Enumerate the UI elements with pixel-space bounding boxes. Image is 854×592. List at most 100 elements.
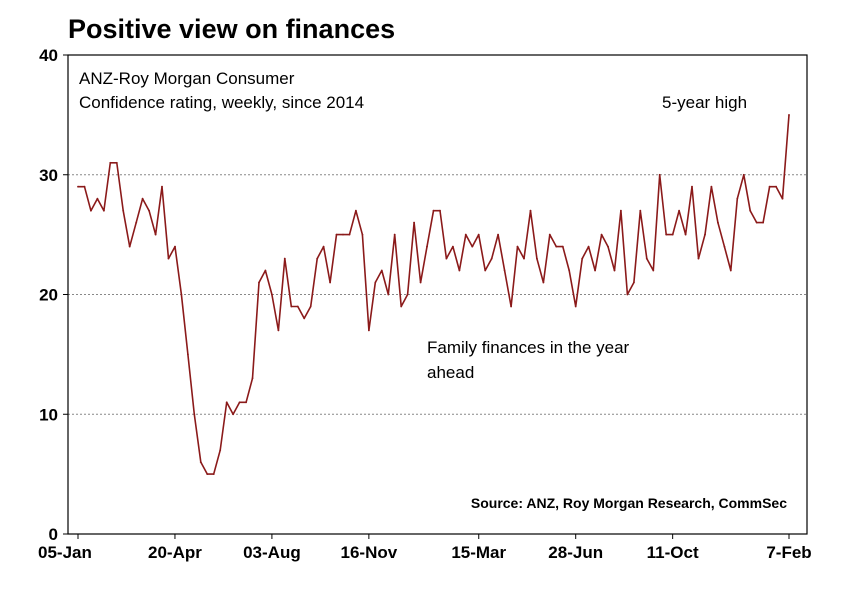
- data-point: [768, 185, 771, 188]
- x-tick-label: 7-Feb: [766, 543, 811, 562]
- data-point: [96, 197, 99, 200]
- chart-title: Positive view on finances: [68, 14, 395, 44]
- data-point: [258, 281, 260, 284]
- data-point: [729, 269, 732, 272]
- source-note: Source: ANZ, Roy Morgan Research, CommSe…: [471, 495, 787, 511]
- data-point: [587, 245, 590, 248]
- subtitle-line-2: Confidence rating, weekly, since 2014: [79, 93, 364, 112]
- data-point: [141, 197, 144, 200]
- data-point: [167, 257, 170, 260]
- data-point: [452, 245, 454, 248]
- data-point: [83, 185, 86, 188]
- data-point: [639, 209, 642, 212]
- data-point: [348, 233, 351, 236]
- subtitle-line-1: ANZ-Roy Morgan Consumer: [79, 69, 295, 88]
- data-point: [148, 209, 151, 212]
- data-point: [523, 257, 525, 260]
- data-point: [710, 185, 713, 188]
- data-point: [277, 329, 280, 332]
- data-point: [271, 293, 273, 296]
- data-point: [238, 401, 241, 404]
- data-point: [115, 161, 118, 164]
- x-axis: 05-Jan 20-Apr 03-Aug 16-Nov 15-Mar 28-Jun 11-O…: [38, 534, 812, 562]
- data-point: [749, 209, 752, 212]
- data-point: [762, 221, 764, 224]
- data-point: [477, 233, 480, 236]
- data-point: [368, 329, 370, 332]
- data-point: [620, 209, 622, 212]
- series-label-line-1: Family finances in the year: [427, 338, 630, 357]
- data-point: [206, 473, 209, 475]
- data-point: [212, 473, 215, 475]
- data-point: [555, 245, 558, 248]
- data-point: [484, 269, 487, 272]
- data-point: [788, 114, 790, 116]
- data-point: [232, 413, 235, 416]
- data-point: [574, 305, 577, 308]
- data-point: [607, 245, 609, 248]
- data-point: [400, 305, 403, 308]
- data-point: [161, 185, 163, 188]
- data-point: [568, 269, 571, 272]
- data-point: [393, 233, 396, 236]
- data-point: [736, 197, 739, 200]
- data-point: [413, 221, 415, 224]
- x-tick-label: 05-Jan: [38, 543, 92, 562]
- peak-annotation: 5-year high: [662, 93, 747, 112]
- data-point: [342, 233, 344, 236]
- y-tick-label: 40: [39, 46, 58, 65]
- data-point: [432, 209, 435, 212]
- data-point: [296, 305, 299, 308]
- data-point: [561, 245, 564, 248]
- data-point: [193, 413, 196, 416]
- data-point: [199, 461, 202, 463]
- data-point: [387, 293, 390, 296]
- x-tick-label: 28-Jun: [548, 543, 603, 562]
- data-point: [361, 233, 364, 236]
- data-point: [490, 257, 493, 260]
- x-tick-label: 16-Nov: [341, 543, 398, 562]
- data-point: [77, 185, 79, 188]
- data-point: [109, 161, 112, 164]
- data-point: [548, 233, 551, 236]
- data-point: [122, 209, 125, 212]
- data-point: [529, 209, 532, 212]
- data-point: [742, 173, 745, 176]
- data-point: [516, 245, 519, 248]
- data-point: [245, 401, 248, 404]
- data-point: [439, 209, 441, 212]
- data-point: [723, 245, 726, 248]
- data-point: [645, 257, 648, 260]
- data-point: [755, 221, 758, 224]
- x-tick-label: 03-Aug: [243, 543, 301, 562]
- data-point: [626, 293, 629, 296]
- data-point: [322, 245, 325, 248]
- data-point: [419, 281, 422, 284]
- data-point: [355, 209, 357, 212]
- data-point: [283, 257, 286, 260]
- data-point: [691, 185, 693, 188]
- data-point: [542, 281, 545, 284]
- data-point: [613, 269, 616, 272]
- data-point: [128, 245, 131, 248]
- data-point: [600, 233, 603, 236]
- x-tick-label: 20-Apr: [148, 543, 202, 562]
- data-point: [316, 257, 319, 260]
- data-point: [180, 293, 183, 296]
- series-label-line-2: ahead: [427, 363, 474, 382]
- data-point: [503, 269, 506, 272]
- y-axis: 0 10 20 30 40: [39, 46, 68, 544]
- data-point: [187, 353, 189, 356]
- y-tick-label: 10: [39, 405, 58, 424]
- data-point: [335, 233, 338, 236]
- y-tick-label: 20: [39, 286, 58, 305]
- data-point: [135, 221, 138, 224]
- data-point: [704, 233, 706, 236]
- data-point: [678, 209, 680, 212]
- data-point: [309, 305, 312, 308]
- x-tick-label: 15-Mar: [451, 543, 506, 562]
- data-point: [406, 293, 409, 296]
- data-point: [497, 233, 499, 236]
- data-point: [775, 185, 777, 188]
